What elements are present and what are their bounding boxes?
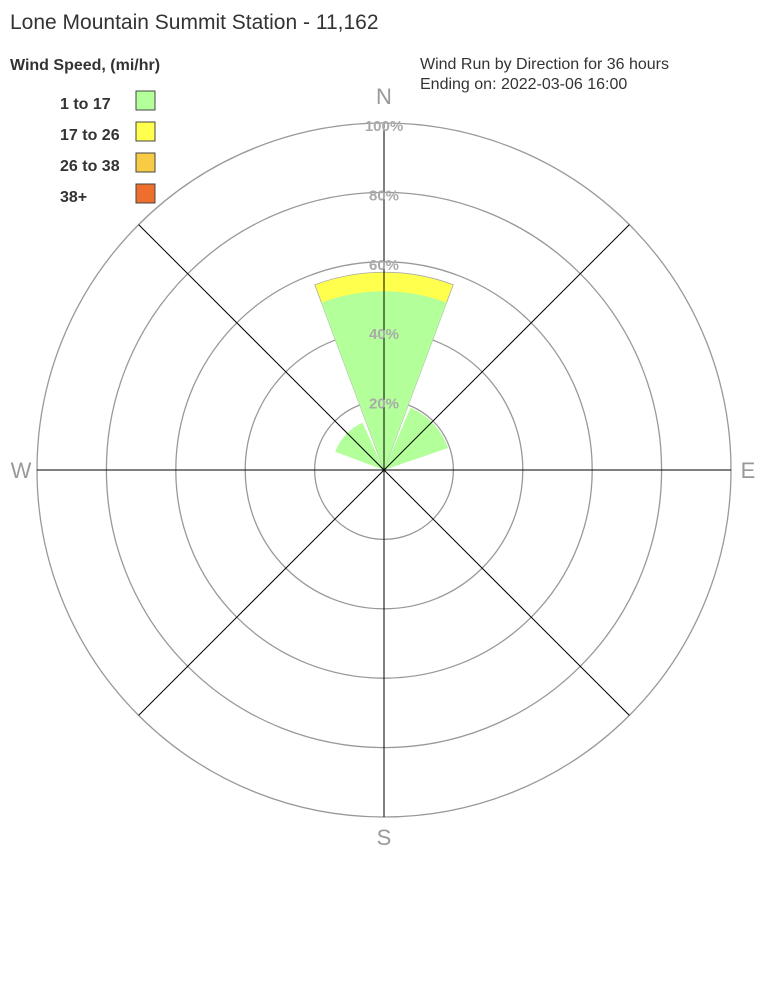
compass-label-S: S [377,825,392,850]
subtitle-line-1: Wind Run by Direction for 36 hours [420,56,669,73]
radial-tick-label: 20% [369,396,399,413]
compass-label-E: E [741,458,756,483]
radial-tick-label: 60% [369,257,399,274]
legend-title: Wind Speed, (mi/hr) [10,57,160,74]
direction-axis [138,224,385,471]
legend-label: 38+ [60,189,87,206]
legend-swatch [135,90,156,111]
chart-title: Lone Mountain Summit Station - 11,162 [10,11,379,34]
legend: 1 to 17 17 to 26 26 to 38 38+ [60,90,156,206]
direction-axis [383,224,630,471]
radial-tick-label: 80% [369,187,399,204]
subtitle-line-2: Ending on: 2022-03-06 16:00 [420,76,627,93]
legend-swatch [135,121,156,142]
legend-swatch [135,152,156,173]
legend-swatch [135,183,156,204]
compass-label-N: N [376,84,392,109]
compass-label-W: W [11,458,32,483]
radial-tick-label: 40% [369,326,399,343]
legend-label: 26 to 38 [60,158,120,175]
legend-label: 17 to 26 [60,127,120,144]
legend-label: 1 to 17 [60,96,111,113]
direction-axis [383,469,630,716]
direction-axis [138,469,385,716]
radial-tick-label: 100% [365,118,403,135]
